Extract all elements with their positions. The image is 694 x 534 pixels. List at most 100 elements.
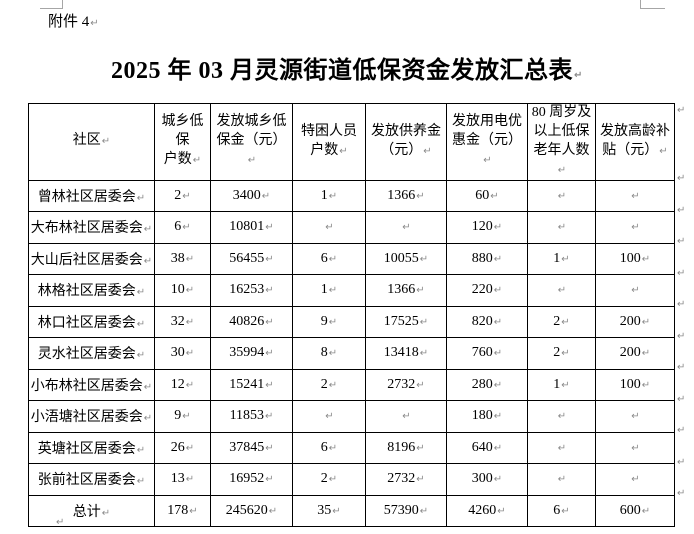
table-row: 大山后社区居委会↵ 38↵ 56455↵ 6↵ 10055↵ 880↵ 1↵ 100↵ bbox=[28, 242, 675, 276]
value-cell: 180↵ bbox=[446, 400, 528, 433]
paragraph-mark-icon: ↵ bbox=[328, 379, 338, 391]
value-cell: ↵ bbox=[527, 400, 596, 433]
value-cell: 35994↵ bbox=[210, 337, 293, 370]
end-of-row-mark-icon: ↵ bbox=[677, 488, 686, 499]
paragraph-mark-icon: ↵ bbox=[328, 474, 338, 486]
value-cell: 13↵ bbox=[154, 463, 211, 496]
column-header-6: 80 周岁及 以上低保 老年人数↵ bbox=[527, 103, 596, 181]
value-cell: ↵ bbox=[365, 400, 447, 433]
paragraph-mark-icon: ↵ bbox=[641, 505, 651, 517]
paragraph-mark-icon: ↵ bbox=[265, 379, 274, 391]
paragraph-mark-icon: ↵ bbox=[631, 442, 640, 454]
paragraph-mark-icon: ↵ bbox=[557, 164, 567, 176]
community-name-cell: 大布林社区居委会↵ bbox=[28, 211, 155, 244]
value-cell: ↵ bbox=[365, 211, 447, 244]
paragraph-mark-icon: ↵ bbox=[182, 190, 191, 202]
value-cell: 760↵ bbox=[446, 337, 528, 370]
paragraph-mark-icon: ↵ bbox=[497, 505, 506, 517]
paragraph-mark-icon: ↵ bbox=[631, 222, 640, 234]
paragraph-mark-icon: ↵ bbox=[416, 285, 425, 297]
paragraph-mark-icon: ↵ bbox=[101, 507, 111, 519]
paragraph-mark-icon: ↵ bbox=[56, 517, 65, 528]
text-boundary-mark-top-left bbox=[40, 0, 63, 9]
paragraph-mark-icon: ↵ bbox=[101, 136, 111, 148]
paragraph-mark-icon: ↵ bbox=[265, 442, 274, 454]
value-cell: 10055↵ bbox=[365, 242, 447, 276]
table-row: 英塘社区居委会↵ 26↵ 37845↵ 6↵ 8196↵ 640↵ ↵ ↵ bbox=[28, 431, 675, 465]
value-cell: 4260↵ bbox=[446, 494, 528, 528]
paragraph-mark-icon: ↵ bbox=[561, 253, 570, 265]
value-cell: 1↵ bbox=[527, 242, 596, 276]
paragraph-mark-icon: ↵ bbox=[136, 444, 146, 456]
paragraph-mark-icon: ↵ bbox=[419, 253, 429, 265]
value-cell: ↵ bbox=[292, 211, 366, 244]
paragraph-mark-icon: ↵ bbox=[185, 474, 195, 486]
paragraph-mark-icon: ↵ bbox=[493, 222, 503, 234]
paragraph-mark-icon: ↵ bbox=[423, 145, 432, 157]
table-row: 林格社区居委会↵ 10↵ 16253↵ 1↵ 1366↵ 220↵ ↵ ↵ bbox=[28, 274, 675, 307]
value-cell: ↵ bbox=[527, 431, 596, 465]
value-cell: 6↵ bbox=[292, 431, 366, 465]
end-of-row-mark-icon: ↵ bbox=[677, 299, 686, 310]
paragraph-mark-icon: ↵ bbox=[493, 316, 503, 328]
value-cell: ↵ bbox=[595, 211, 675, 244]
value-cell: 57390↵ bbox=[365, 494, 447, 528]
paragraph-mark-icon: ↵ bbox=[185, 442, 195, 454]
paragraph-mark-icon: ↵ bbox=[641, 348, 651, 360]
paragraph-mark-icon: ↵ bbox=[561, 348, 570, 360]
paragraph-mark-icon: ↵ bbox=[557, 222, 567, 234]
summary-table: 社区↵ 城乡低保 户数↵ 发放城乡低 保金（元）↵ 特困人员 户数↵ 发放供养金 （元）… bbox=[28, 103, 675, 528]
paragraph-mark-icon: ↵ bbox=[247, 155, 257, 167]
value-cell: 1↵ bbox=[292, 274, 366, 307]
community-name-cell: 林格社区居委会↵ bbox=[28, 274, 155, 307]
value-cell: 16952↵ bbox=[210, 463, 293, 496]
community-name-cell: 林口社区居委会↵ bbox=[28, 305, 155, 339]
column-header-4: 发放供养金 （元）↵ bbox=[365, 103, 447, 181]
value-cell: ↵ bbox=[595, 400, 675, 433]
column-header-3: 特困人员 户数↵ bbox=[292, 103, 366, 181]
paragraph-mark-icon: ↵ bbox=[631, 190, 640, 202]
paragraph-mark-icon: ↵ bbox=[557, 190, 567, 202]
value-cell: 2↵ bbox=[154, 179, 211, 213]
value-cell: 280↵ bbox=[446, 368, 528, 402]
value-cell: 32↵ bbox=[154, 305, 211, 339]
column-header-0: 社区↵ bbox=[28, 103, 155, 181]
value-cell: ↵ bbox=[527, 274, 596, 307]
value-cell: 200↵ bbox=[595, 305, 675, 339]
paragraph-mark-icon: ↵ bbox=[493, 253, 503, 265]
value-cell: 13418↵ bbox=[365, 337, 447, 370]
paragraph-mark-icon: ↵ bbox=[185, 316, 195, 328]
paragraph-mark-icon: ↵ bbox=[641, 253, 651, 265]
paragraph-mark-icon: ↵ bbox=[631, 474, 640, 486]
paragraph-mark-icon: ↵ bbox=[574, 70, 583, 81]
paragraph-mark-icon: ↵ bbox=[182, 411, 191, 423]
paragraph-mark-icon: ↵ bbox=[325, 411, 334, 423]
end-of-row-mark-icon: ↵ bbox=[677, 204, 686, 216]
paragraph-mark-icon: ↵ bbox=[265, 411, 274, 423]
paragraph-mark-icon: ↵ bbox=[659, 145, 668, 157]
paragraph-mark-icon: ↵ bbox=[561, 316, 570, 328]
community-name-cell: 小浯塘社区居委会↵ bbox=[28, 400, 155, 433]
value-cell: 16253↵ bbox=[210, 274, 293, 307]
paragraph-mark-icon: ↵ bbox=[493, 474, 503, 486]
value-cell: 120↵ bbox=[446, 211, 528, 244]
paragraph-mark-icon: ↵ bbox=[641, 316, 651, 328]
paragraph-mark-icon: ↵ bbox=[136, 318, 146, 330]
paragraph-mark-icon: ↵ bbox=[483, 155, 492, 167]
value-cell: 245620↵ bbox=[210, 494, 293, 528]
value-cell: 2↵ bbox=[527, 305, 596, 339]
value-cell: 2↵ bbox=[292, 463, 366, 496]
paragraph-mark-icon: ↵ bbox=[325, 222, 334, 234]
paragraph-mark-icon: ↵ bbox=[493, 411, 503, 423]
value-cell: 60↵ bbox=[446, 179, 528, 213]
value-cell: ↵ bbox=[595, 179, 675, 213]
paragraph-mark-icon: ↵ bbox=[185, 348, 195, 360]
column-header-7: 发放高龄补 贴（元）↵ bbox=[595, 103, 675, 181]
paragraph-mark-icon: ↵ bbox=[416, 442, 425, 454]
paragraph-mark-icon: ↵ bbox=[561, 379, 570, 391]
value-cell: 10↵ bbox=[154, 274, 211, 307]
paragraph-mark-icon: ↵ bbox=[265, 474, 274, 486]
attachment-label: 附件 4↵ bbox=[48, 10, 99, 31]
paragraph-mark-icon: ↵ bbox=[557, 285, 567, 297]
